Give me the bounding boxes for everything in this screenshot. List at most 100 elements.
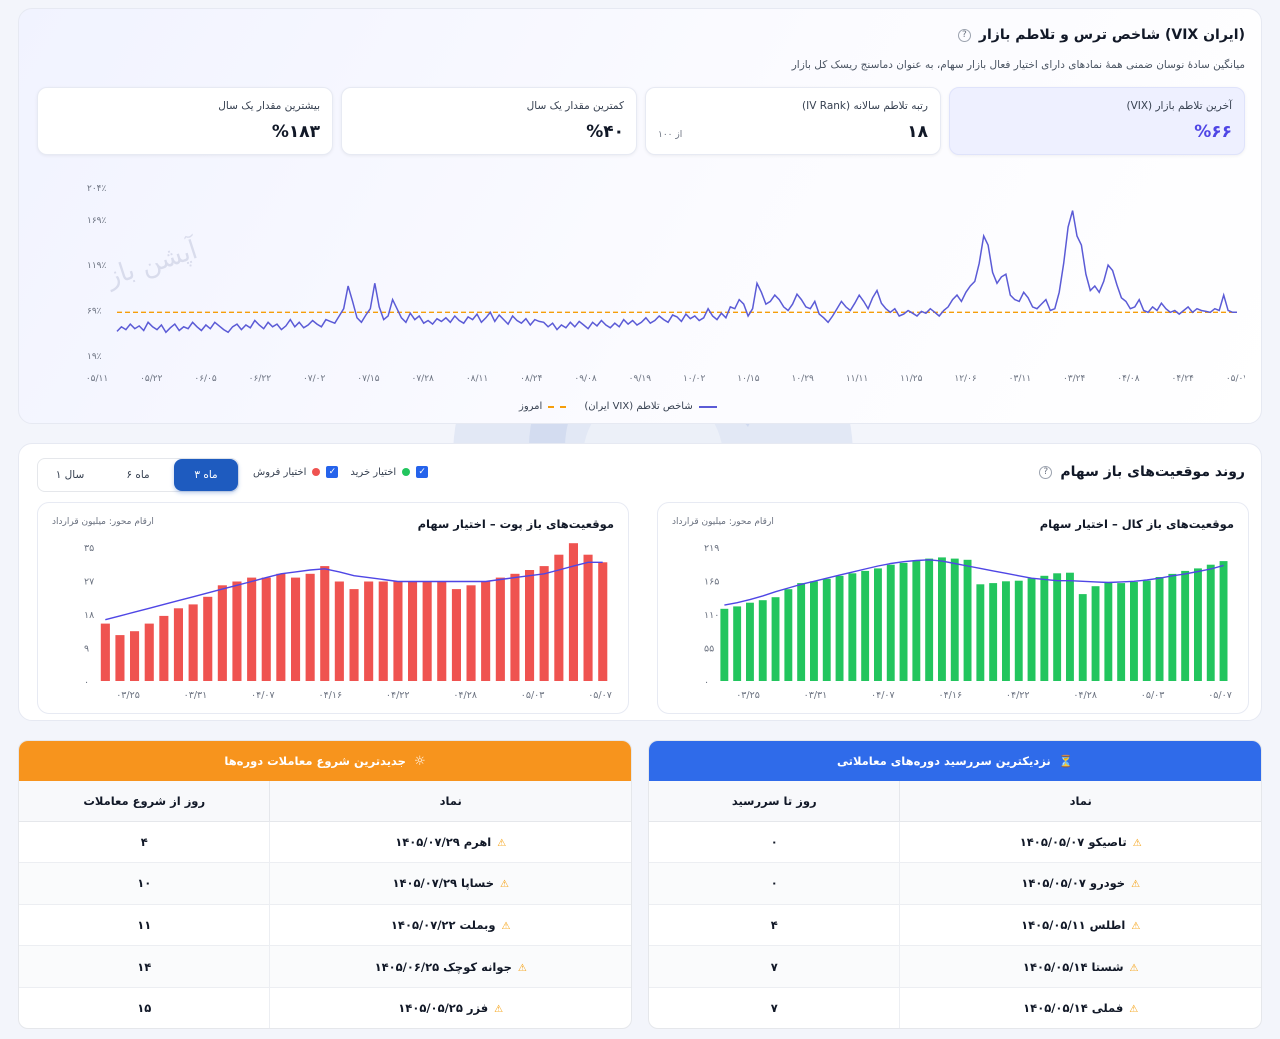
bar [1078,594,1087,681]
bar [437,581,447,681]
x-tick-label: ۱۰/۰۲ [683,374,706,384]
col-symbol[interactable]: نماد [899,781,1261,822]
bar [950,558,959,681]
call-oi-card: موقعیت‌های باز کال – اختیار سهام ارقام م… [657,502,1249,714]
tab-6-months[interactable]: ۶ ماه [126,469,150,481]
table-row[interactable]: ⚠ اهرم ۱۴۰۵/۰۷/۲۹ ۴ [19,821,631,864]
days-cell: ۴ [19,821,270,864]
table-row[interactable]: ⚠ اطلس ۱۴۰۵/۰۵/۱۱ ۴ [649,904,1261,947]
symbol-cell[interactable]: ⚠ اطلس ۱۴۰۵/۰۵/۱۱ [899,904,1261,947]
oi-title-row: روند موقعیت‌های باز سهام ? [1039,464,1245,480]
table-row[interactable]: ⚠ تاصیکو ۱۴۰۵/۰۵/۰۷ ۰ [649,821,1261,864]
stat-label: کمترین مقدار یک سال [526,100,624,112]
tab-1-year[interactable]: ۱ سال [55,469,85,481]
new-table: نماد روز از شروع معاملات ⚠ اهرم ۱۴۰۵/۰۷/۲… [19,781,631,1028]
question-circle-icon[interactable]: ? [1039,465,1053,479]
average-line [724,559,1224,606]
x-tick-label: ۰۴/۲۸ [453,690,477,701]
bar [938,557,946,681]
symbol-text: وبملت ۱۴۰۵/۰۷/۲۲ [390,917,496,932]
bar [100,623,110,681]
symbol-cell[interactable]: ⚠ جوانه کوچک ۱۴۰۵/۰۶/۲۵ [269,945,631,988]
x-tick-label: ۰۸/۲۴ [520,374,543,384]
x-tick-label: ۰۳/۲۵ [116,690,140,701]
checkbox-checked-icon[interactable]: ✓ [326,466,339,478]
bar [291,577,301,681]
table-row[interactable]: ⚠ فملی ۱۴۰۵/۰۵/۱۴ ۷ [649,987,1261,1028]
y-tick-label: ۲۷ [84,577,94,588]
stat-label: بیشترین مقدار یک سال [218,100,320,112]
legend-today[interactable]: امروز [519,401,567,412]
bar [217,585,227,681]
legend-put-toggle[interactable]: ✓ اختیار فروش [253,466,339,478]
symbol-cell[interactable]: ⚠ فملی ۱۴۰۵/۰۵/۱۴ [899,987,1261,1028]
bar [976,584,985,681]
bar [525,570,535,681]
legend-series[interactable]: شاخص تلاطم (VIX ایران) [584,401,717,412]
symbol-cell[interactable]: ⚠ وبملت ۱۴۰۵/۰۷/۲۲ [269,904,631,947]
symbol-text: تاصیکو ۱۴۰۵/۰۵/۰۷ [1019,834,1127,849]
table-row[interactable]: ⚠ وبملت ۱۴۰۵/۰۷/۲۲ ۱۱ [19,904,631,947]
green-dot-icon [402,468,411,476]
x-tick-label: ۰۳/۲۴ [1063,374,1086,384]
symbol-cell[interactable]: ⚠ تاصیکو ۱۴۰۵/۰۵/۰۷ [899,821,1261,864]
warning-icon: ⚠ [494,1004,504,1016]
bar [861,570,870,681]
x-tick-label: ۱۰/۱۵ [737,374,760,384]
stat-label: آخرین تلاطم بازار (VIX) [1126,100,1232,112]
legend-call-label: اختیار خرید [350,466,397,478]
symbol-cell[interactable]: ⚠ شستا ۱۴۰۵/۰۵/۱۴ [899,945,1261,988]
table-row[interactable]: ⚠ شستا ۱۴۰۵/۰۵/۱۴ ۷ [649,945,1261,988]
legend-call-toggle[interactable]: ✓ اختیار خرید [350,466,429,478]
x-tick-label: ۰۴/۲۲ [386,690,410,701]
days-cell: ۱۰ [19,862,270,905]
symbol-cell[interactable]: ⚠ خساپا ۱۴۰۵/۰۷/۲۹ [269,862,631,905]
col-symbol[interactable]: نماد [269,781,631,822]
x-tick-label: ۱۲/۰۶ [954,374,977,384]
tab-3-months[interactable]: ۳ ماه [174,459,238,491]
stat-label: رتبه تلاطم سالانه (IV Rank) [802,100,928,112]
bar [1168,573,1177,681]
newest-start-table: ☼ جدیدترین شروع معاملات دوره‌ها نماد روز… [18,740,632,1029]
x-tick-label: ۰۳/۱۱ [1009,374,1031,384]
stat-value: ۱۸ [907,122,928,142]
x-tick-label: ۰۴/۱۶ [318,690,342,701]
bar [188,604,198,681]
bar [1040,575,1049,681]
symbol-text: فملی ۱۴۰۵/۰۵/۱۴ [1023,1001,1124,1016]
y-tick-label: ۲۱۹ [704,543,719,554]
table-row[interactable]: ⚠ خساپا ۱۴۰۵/۰۷/۲۹ ۱۰ [19,862,631,905]
x-tick-label: ۰۳/۳۱ [804,690,828,701]
vix-series-line [116,210,1237,334]
y-tick-label: ۹ [84,644,89,655]
warning-icon: ⚠ [1131,879,1141,891]
question-circle-icon[interactable]: ? [957,28,971,42]
y-tick-label: ۰ [704,677,709,688]
x-tick-label: ۰۴/۲۸ [1073,690,1097,701]
days-cell: ۱۵ [19,987,270,1028]
put-bar-chart: ۰ ۹ ۱۸ ۲۷ ۳۵ ۰۳/۲۵ ۰۳/۳۱ ۰۴/۰۷ ۰۴/۱۶ ۰۴/۲۲ ۰۴/۲۸ ۰۵… [84,543,612,701]
bar [173,608,183,681]
table-row[interactable]: ⚠ فزر ۱۴۰۵/۰۵/۲۵ ۱۵ [19,987,631,1028]
symbol-cell[interactable]: ⚠ فزر ۱۴۰۵/۰۵/۲۵ [269,987,631,1028]
col-days[interactable]: روز تا سررسید [649,781,900,822]
symbol-cell[interactable]: ⚠ خودرو ۱۴۰۵/۰۵/۰۷ [899,862,1261,905]
bar [276,573,286,681]
bar [203,596,213,681]
bar [364,581,374,681]
checkbox-checked-icon[interactable]: ✓ [416,466,429,478]
call-chart-title: موقعیت‌های باز کال – اختیار سهام [1039,517,1234,531]
x-tick-label: ۰۳/۳۱ [184,690,208,701]
bar [771,597,780,681]
bar [408,581,418,681]
col-days[interactable]: روز از شروع معاملات [19,781,270,822]
bar [810,581,818,681]
x-tick-label: ۰۴/۰۷ [871,690,895,701]
table-row[interactable]: ⚠ خودرو ۱۴۰۵/۰۵/۰۷ ۰ [649,862,1261,905]
oi-legend: ✓ اختیار خرید ✓ اختیار فروش [253,466,429,478]
symbol-cell[interactable]: ⚠ اهرم ۱۴۰۵/۰۷/۲۹ [269,821,631,864]
bar [568,543,578,681]
table-row[interactable]: ⚠ جوانه کوچک ۱۴۰۵/۰۶/۲۵ ۱۴ [19,945,631,988]
x-tick-label: ۰۵/۰۷ [588,690,612,701]
stat-latest-vix: آخرین تلاطم بازار (VIX) %۶۶ [949,87,1245,155]
